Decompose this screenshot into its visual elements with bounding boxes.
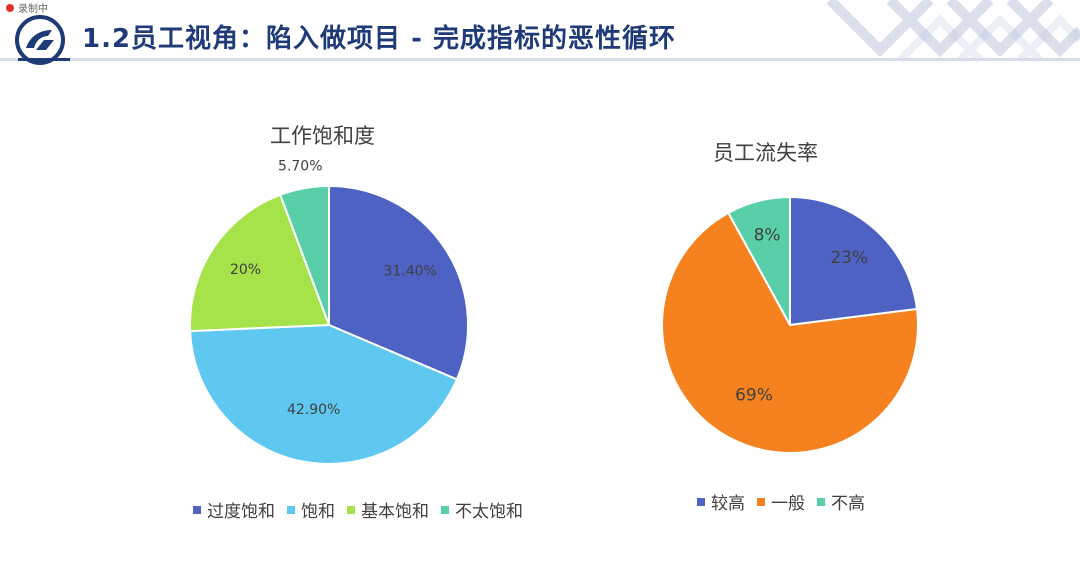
- legend-label: 基本饱和: [361, 502, 429, 522]
- legend-item-饱和: 饱和: [287, 497, 335, 522]
- pie-slice-较高: [789, 195, 919, 327]
- chart-title-workload: 工作饱和度: [270, 124, 375, 148]
- chart-title-turnover: 员工流失率: [713, 141, 818, 165]
- data-label-不太饱和: 5.70%: [278, 158, 322, 174]
- legend-swatch: [441, 505, 449, 514]
- legend-item-较高: 较高: [697, 489, 745, 514]
- data-label-一般: 69%: [735, 386, 773, 406]
- legend-label: 不高: [831, 494, 865, 514]
- data-label-基本饱和: 20%: [230, 262, 261, 278]
- legend-swatch: [817, 497, 825, 506]
- pie-slice-基本饱和: [189, 193, 331, 333]
- legend-item-过度饱和: 过度饱和: [193, 497, 275, 522]
- pie-slice-过度饱和: [328, 184, 469, 381]
- legend-swatch: [697, 497, 705, 506]
- legend-item-不高: 不高: [817, 489, 865, 514]
- legend-label: 不太饱和: [455, 502, 523, 522]
- legend-label: 饱和: [301, 502, 335, 522]
- title-underline-accent: [18, 58, 70, 61]
- pie-slice-不高: [726, 195, 791, 326]
- legend-label: 较高: [711, 494, 745, 514]
- legend-item-一般: 一般: [757, 489, 805, 514]
- legend-turnover: 较高 一般 不高: [697, 489, 877, 514]
- legend-swatch: [193, 505, 201, 514]
- recording-text: 录制中: [18, 4, 48, 15]
- legend-swatch: [347, 505, 355, 514]
- legend-label: 一般: [771, 494, 805, 514]
- legend-swatch: [287, 505, 295, 514]
- legend-item-不太饱和: 不太饱和: [441, 497, 523, 522]
- data-label-较高: 23%: [830, 248, 868, 268]
- legend-workload: 过度饱和 饱和 基本饱和 不太饱和: [193, 497, 535, 522]
- legend-label: 过度饱和: [207, 502, 275, 522]
- data-label-不高: 8%: [754, 226, 781, 246]
- data-label-饱和: 42.90%: [287, 402, 340, 418]
- data-label-过度饱和: 31.40%: [383, 263, 436, 279]
- page-title: 1.2员工视角：陷入做项目 - 完成指标的恶性循环: [82, 24, 676, 54]
- pie-slice-饱和: [189, 323, 459, 465]
- legend-swatch: [757, 497, 765, 506]
- header-decoration: [826, 0, 1080, 63]
- logo-icon: [15, 15, 65, 65]
- record-dot-icon: [6, 3, 14, 12]
- recording-indicator: 录制中: [6, 0, 48, 15]
- title-underline: [0, 58, 1080, 61]
- pie-slice-一般: [661, 211, 919, 454]
- legend-item-基本饱和: 基本饱和: [347, 497, 429, 522]
- pie-slice-不太饱和: [278, 184, 330, 326]
